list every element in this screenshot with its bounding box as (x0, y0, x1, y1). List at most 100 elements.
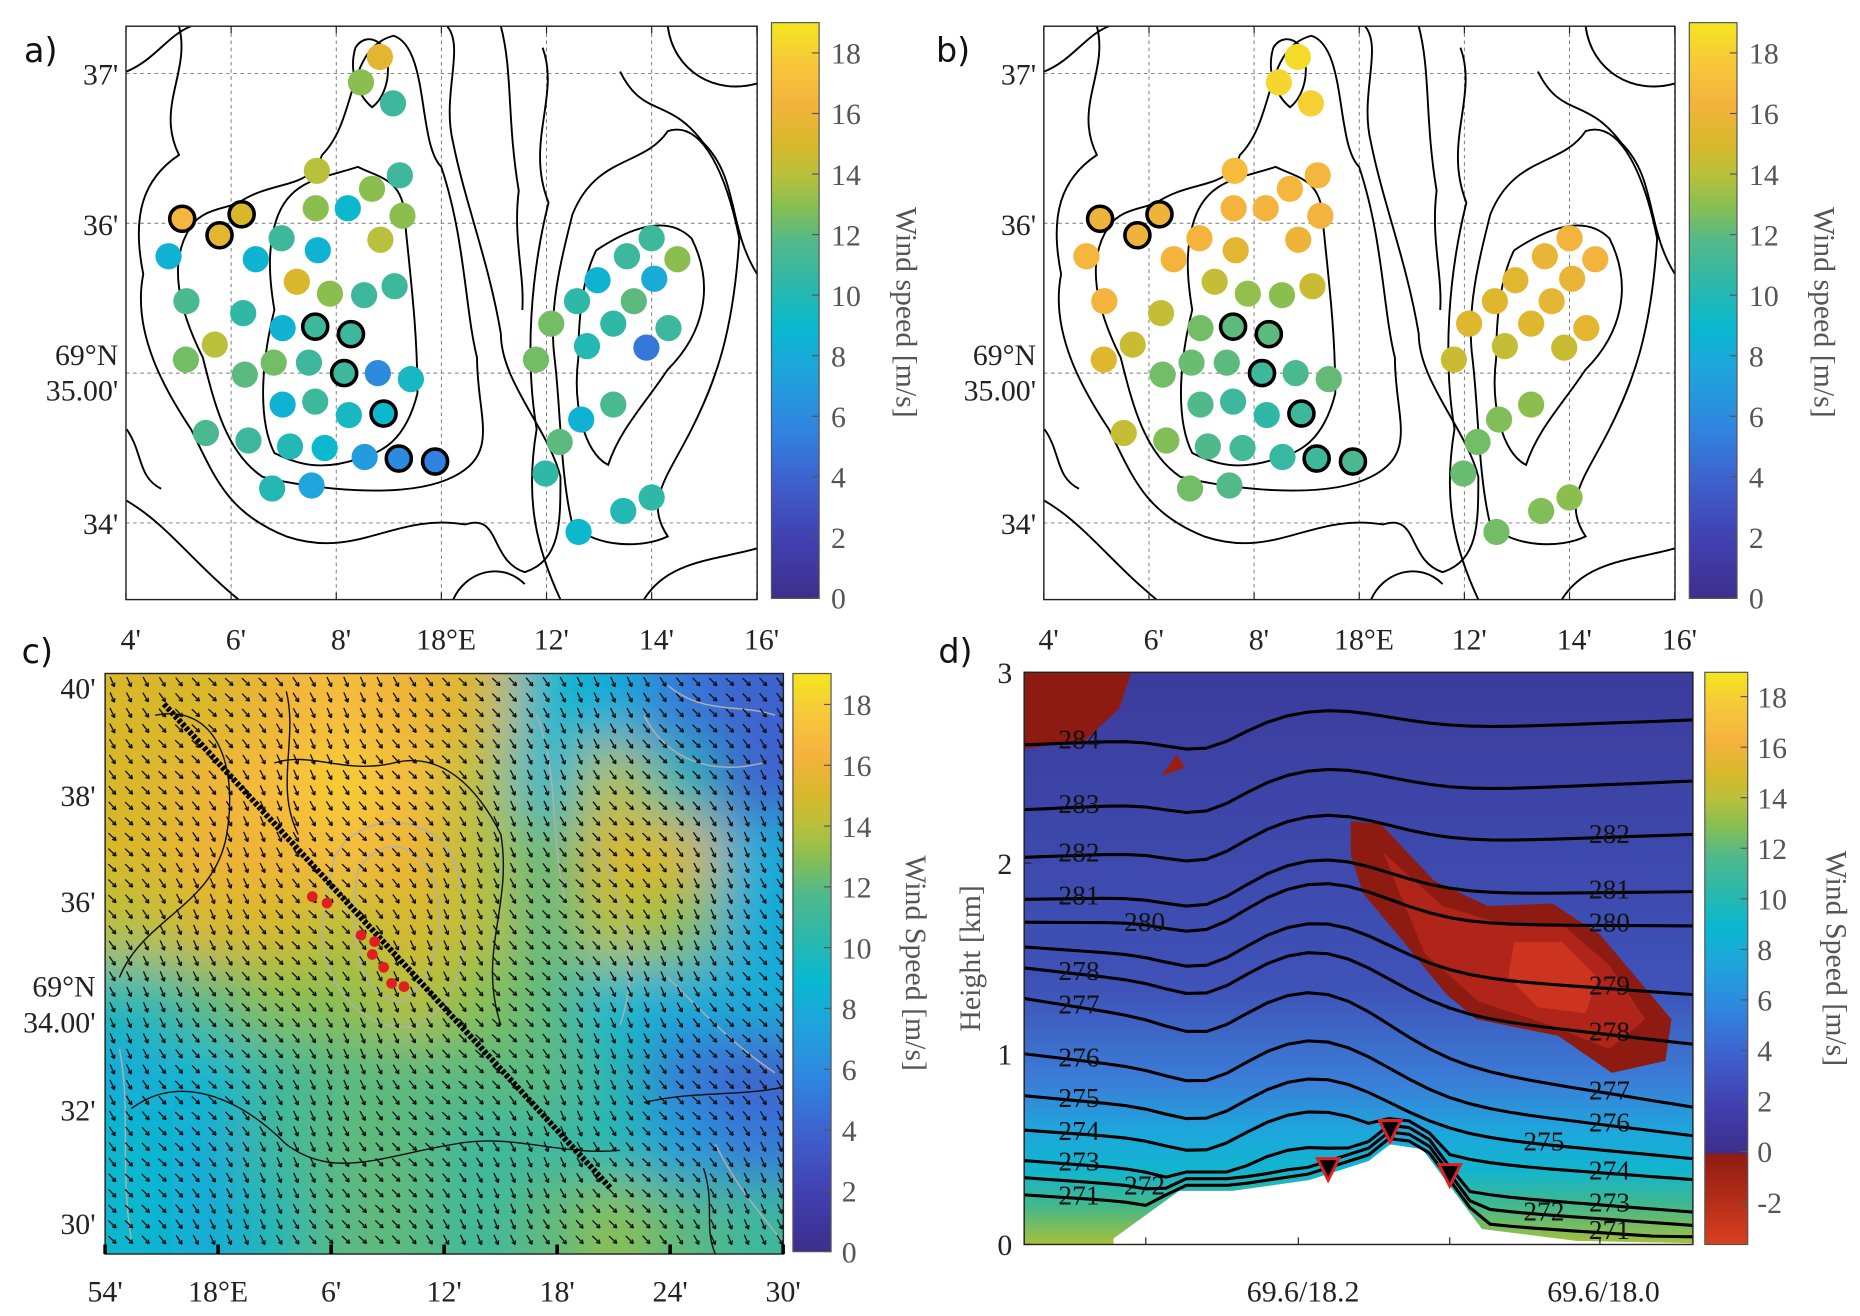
wind-arrow (709, 785, 717, 796)
station-marker (600, 310, 627, 337)
wind-arrow (158, 1111, 167, 1121)
wind-arrow (459, 878, 466, 889)
highlighted-station-marker (1302, 444, 1331, 473)
wind-arrow (727, 878, 733, 889)
x-tick-label: 30' (766, 1276, 801, 1309)
wind-arrow (758, 1049, 768, 1059)
wind-arrow (392, 924, 400, 935)
wind-arrow (708, 1033, 718, 1043)
colorbar-tick-label: 16 (1757, 732, 1787, 765)
wind-arrow (176, 986, 183, 998)
wind-arrow (107, 863, 117, 873)
wind-arrow (459, 924, 466, 936)
wind-arrow (174, 755, 184, 764)
wind-arrow (460, 893, 466, 905)
wind-arrow (175, 1204, 184, 1214)
wind-arrow (492, 909, 500, 920)
wind-arrow (559, 1188, 567, 1199)
wind-arrow (375, 1157, 384, 1167)
wind-field-cell (240, 1181, 310, 1255)
wind-arrow (141, 801, 151, 811)
station-marker (1149, 361, 1176, 388)
wind-arrow (543, 785, 550, 796)
wind-field-cell (105, 891, 175, 965)
wind-arrow (158, 832, 167, 842)
wind-arrow (174, 816, 184, 826)
wind-arrow (526, 1234, 533, 1245)
station-marker (269, 391, 296, 418)
wind-arrow (274, 956, 284, 966)
wind-arrow (409, 924, 416, 936)
wind-arrow (243, 1234, 249, 1246)
station-marker (563, 288, 591, 315)
wind-arrow (258, 956, 267, 966)
wind-arrow (224, 677, 234, 687)
station-marker (1556, 484, 1583, 511)
station-dot (369, 936, 380, 947)
wind-arrow (391, 1173, 401, 1183)
wind-arrow (491, 1080, 501, 1090)
wind-arrow (492, 785, 500, 796)
wind-arrow (743, 1219, 750, 1230)
wind-arrow (659, 1033, 667, 1044)
wind-arrow (676, 878, 683, 889)
wind-arrow (325, 956, 334, 966)
wind-arrow (208, 1002, 217, 1013)
wind-arrow (375, 925, 384, 935)
wind-arrow (125, 1110, 133, 1121)
station-marker (1265, 69, 1292, 96)
wind-arrow (124, 770, 134, 780)
wind-arrow (309, 1157, 316, 1168)
wind-arrow (625, 848, 635, 857)
station-marker (298, 472, 325, 499)
wind-arrow (575, 987, 584, 997)
wind-arrow (776, 862, 784, 873)
wind-arrow (575, 847, 584, 857)
wind-arrow (658, 1204, 668, 1214)
wind-arrow (541, 909, 551, 919)
wind-arrow (609, 940, 617, 951)
wind-arrow (342, 1110, 350, 1122)
wind-arrow (542, 863, 550, 873)
wind-arrow (560, 754, 567, 765)
wind-arrow (675, 724, 685, 733)
wind-arrow (575, 1204, 584, 1214)
wind-arrow (558, 971, 568, 981)
wind-arrow (142, 1017, 149, 1029)
reverse-flow-core (1508, 941, 1598, 1014)
wind-arrow (758, 987, 768, 997)
wind-arrow (542, 1002, 551, 1012)
wind-arrow (493, 1203, 500, 1215)
wind-arrow (458, 1111, 468, 1121)
wind-arrow (192, 986, 200, 997)
wind-arrow (391, 1126, 401, 1136)
wind-arrow (576, 1095, 583, 1106)
wind-arrow (725, 739, 734, 749)
wind-arrow (193, 924, 199, 936)
y-tick-label: 69°N (973, 339, 1036, 372)
wind-arrow (408, 863, 417, 873)
wind-arrow (458, 1049, 468, 1059)
wind-arrow (476, 893, 483, 905)
wind-arrow (157, 801, 167, 811)
station-marker (1176, 475, 1204, 502)
colorbar-tick-label: 10 (842, 932, 872, 965)
wind-arrow (158, 755, 167, 764)
wind-arrow (526, 785, 533, 796)
wind-arrow (208, 785, 217, 796)
wind-arrow (442, 1188, 450, 1199)
station-marker (389, 202, 416, 229)
wind-arrow (124, 848, 134, 857)
isentrope-line (1024, 1077, 1693, 1161)
wind-arrow (593, 1064, 600, 1075)
station-marker (283, 268, 310, 295)
wind-arrow (192, 893, 199, 905)
wind-arrow (224, 1080, 234, 1090)
wind-arrow (508, 677, 518, 687)
station-marker (276, 433, 304, 460)
wind-arrow (625, 739, 634, 749)
wind-arrow (726, 1203, 733, 1215)
wind-arrow (325, 987, 334, 997)
wind-arrow (758, 1018, 768, 1028)
wind-arrow (525, 956, 534, 966)
